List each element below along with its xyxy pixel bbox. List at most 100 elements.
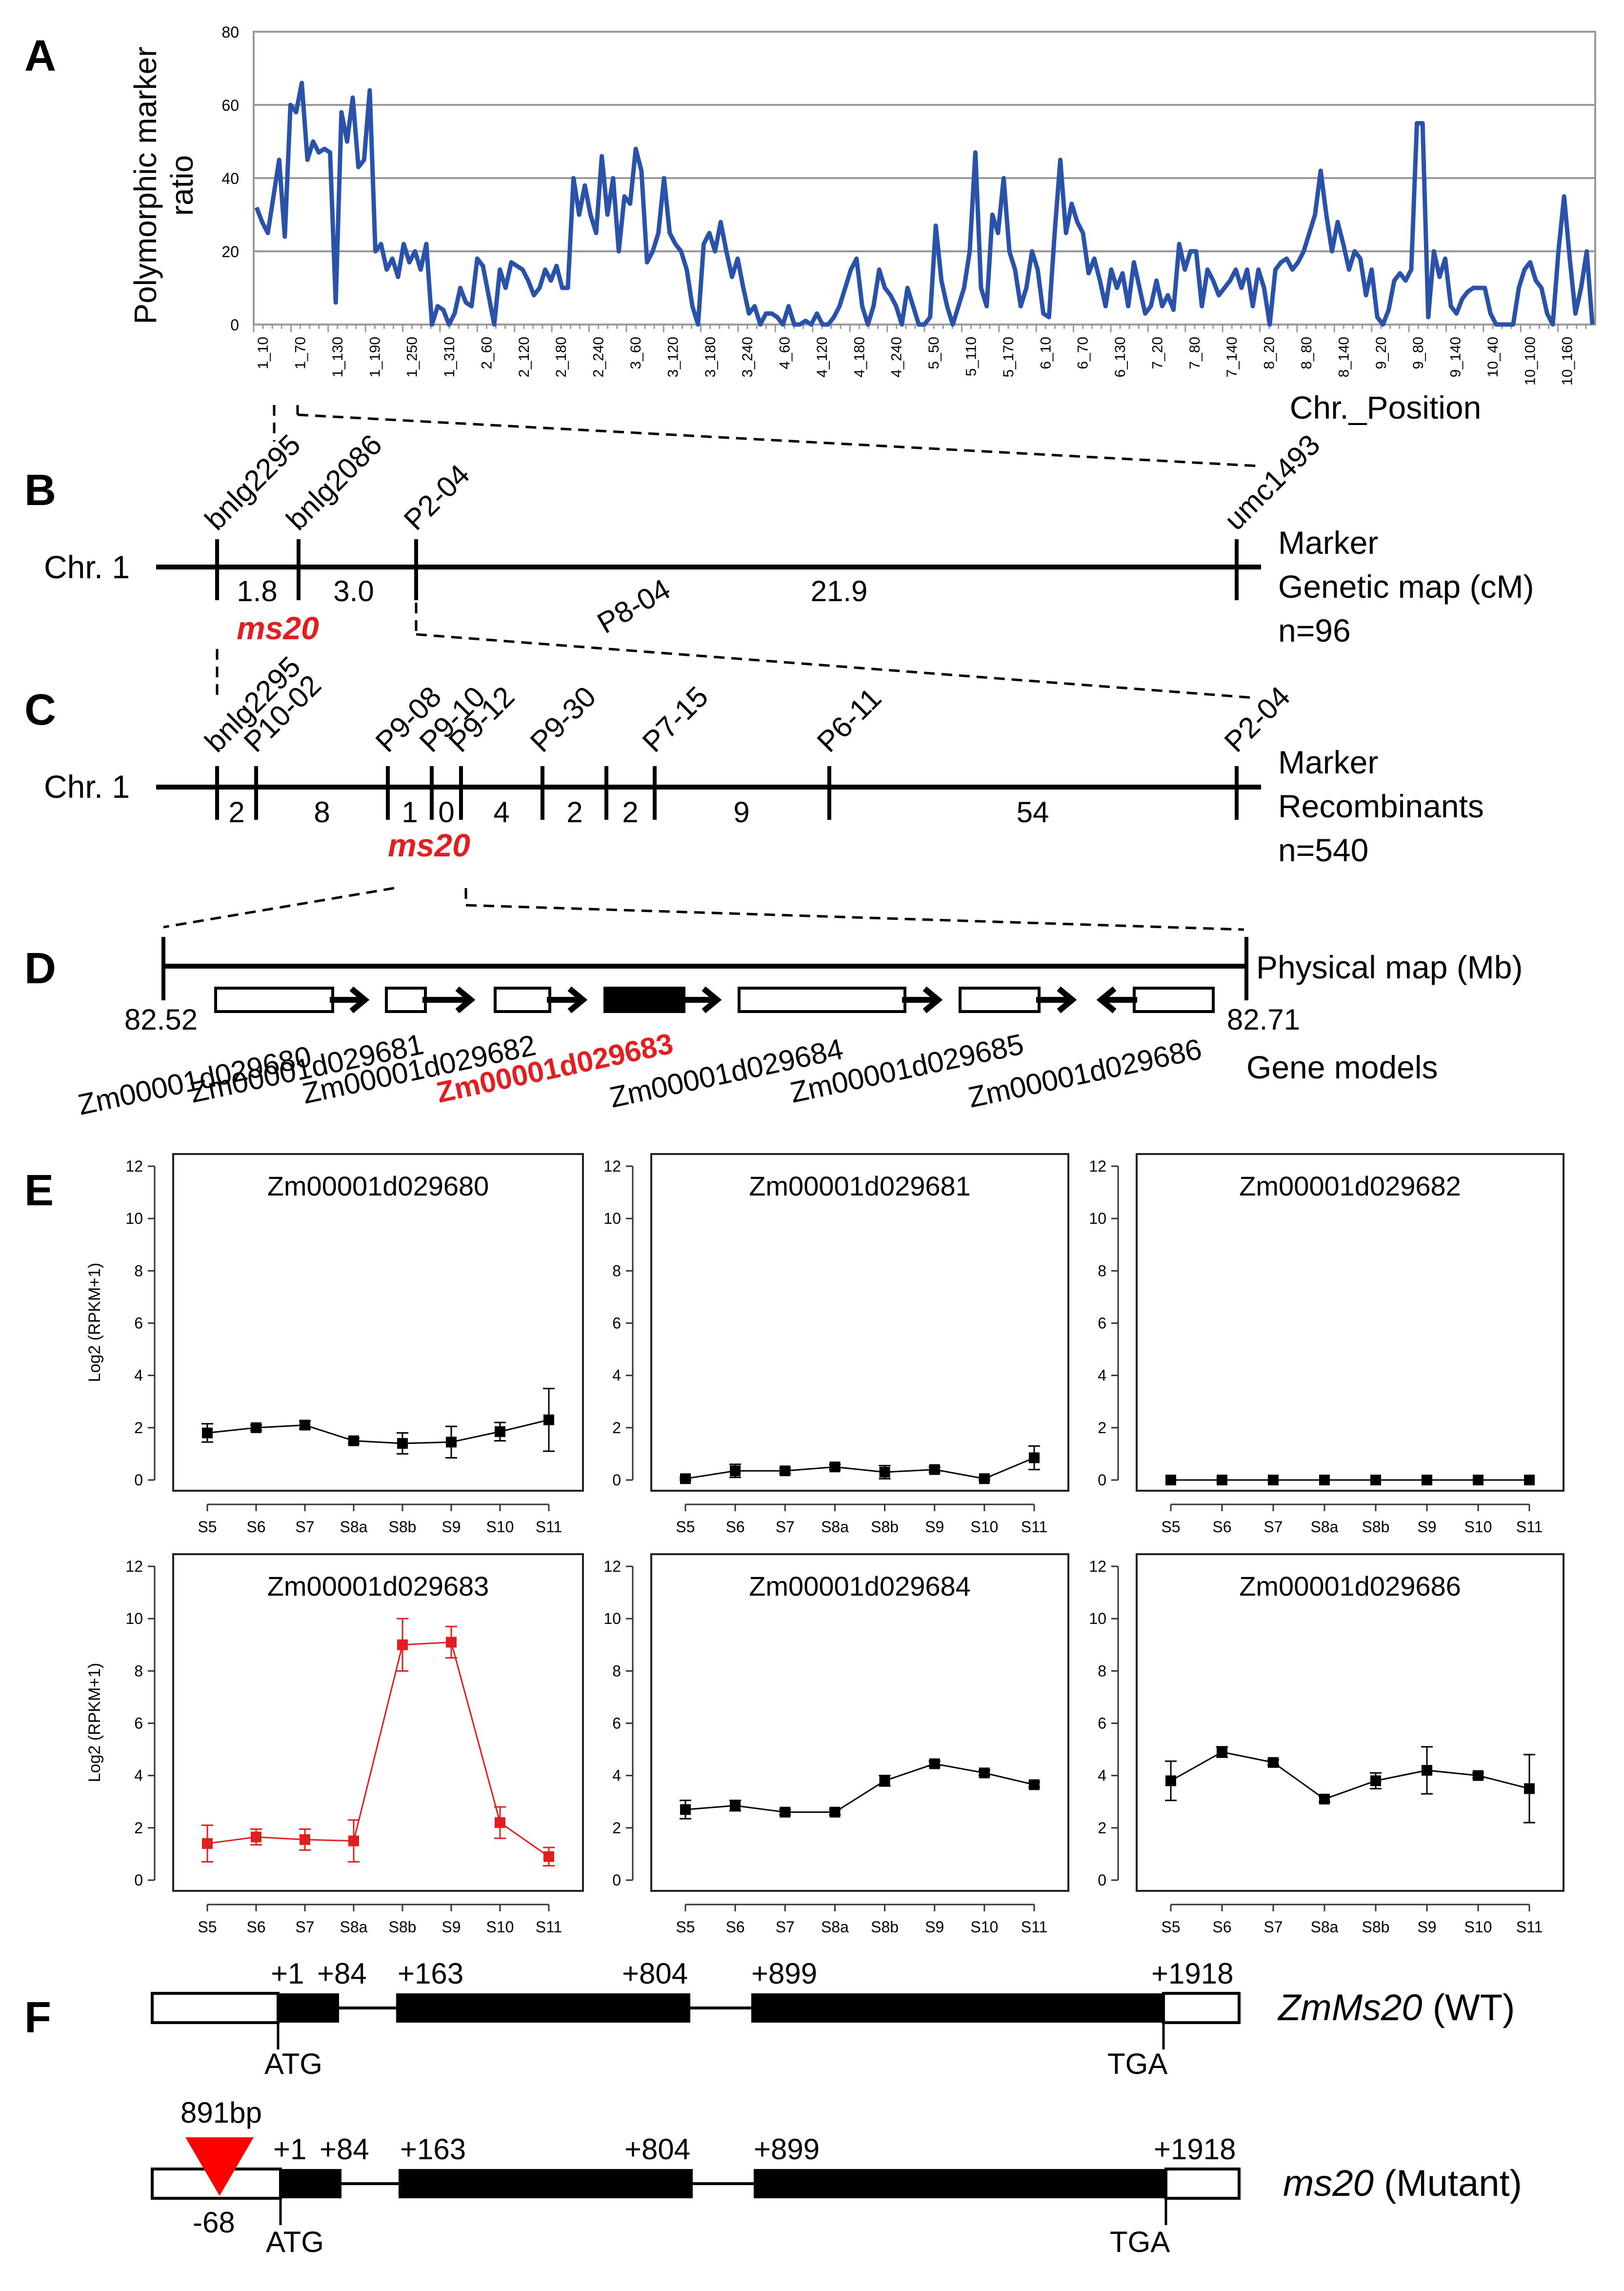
connector-a-b <box>273 405 1259 467</box>
expression-chart-Zm00001d029683: Zm00001d029683 0 2 4 6 8 10 12 Log2 (RPKM+1) S5 S6… <box>85 1553 584 1936</box>
x-tick-label: S11 <box>1021 1918 1048 1936</box>
y-tick-label: 8 <box>134 1262 143 1279</box>
data-point <box>829 1461 841 1473</box>
panel-letter-e: E <box>24 1166 54 1215</box>
series-line <box>685 1457 1035 1480</box>
data-point <box>202 1427 213 1439</box>
y-tick-label: 6 <box>612 1315 621 1332</box>
y-tick-label: 10 <box>125 1610 143 1627</box>
gene-box-681 <box>385 987 427 1013</box>
x-tick-label: 5_50 <box>926 337 942 369</box>
chart-frame <box>172 1153 584 1492</box>
y-tick-label: 2 <box>612 1419 621 1437</box>
x-tick-label: S8a <box>821 1918 849 1936</box>
y-tick-label: 80 <box>221 23 239 41</box>
data-point <box>879 1775 890 1786</box>
y-tick-label: 0 <box>1098 1871 1106 1889</box>
x-tick-label: S6 <box>1212 1918 1231 1936</box>
data-point <box>680 1804 691 1815</box>
mut-pos-84: +84 <box>320 2133 369 2166</box>
phys-legend: Physical map (Mb) <box>1256 949 1523 985</box>
wt-utr5 <box>151 1992 280 2024</box>
x-tick-label: S8b <box>1362 1918 1390 1936</box>
wt-pos-1918: +1918 <box>1151 1957 1234 1990</box>
legend-c-2: Recombinants <box>1278 788 1484 824</box>
chart-frame <box>172 1553 584 1892</box>
y-tick-label: 8 <box>612 1262 621 1279</box>
x-tick-label: 1_10 <box>255 337 271 369</box>
distance-1: 1.8 <box>237 575 277 608</box>
chart-title: Zm00001d029683 <box>267 1571 489 1602</box>
y-tick-label: 40 <box>221 170 239 187</box>
y-tick-label: 12 <box>125 1558 143 1575</box>
x-tick-label: S6 <box>726 1918 745 1936</box>
polymorphic-ratio-line <box>254 81 1595 327</box>
distance-2: 3.0 <box>333 575 374 608</box>
x-tick-label: S6 <box>1212 1518 1231 1536</box>
data-point <box>495 1426 505 1437</box>
wt-exon2 <box>396 1993 690 2023</box>
y-tick-label: 10 <box>125 1210 143 1227</box>
x-tick-label: S11 <box>536 1918 562 1936</box>
mut-exon2 <box>399 2169 693 2198</box>
data-point <box>780 1465 791 1477</box>
x-tick-label: S9 <box>925 1918 944 1936</box>
x-tick-label: 3_60 <box>628 337 644 369</box>
insertion-triangle <box>185 2137 254 2196</box>
y-tick-label: 60 <box>221 97 239 114</box>
y-tick-label: 12 <box>1089 1558 1106 1575</box>
mut-name: ms20 <box>1283 2163 1374 2204</box>
x-tick-label: S9 <box>1417 1518 1436 1536</box>
x-tick-label: S11 <box>536 1518 562 1536</box>
x-tick-label: 2_120 <box>516 337 532 377</box>
data-point <box>1473 1475 1484 1485</box>
data-point <box>1029 1779 1040 1790</box>
y-tick-label: 8 <box>134 1662 143 1680</box>
x-tick-label: S8a <box>340 1918 368 1936</box>
expression-chart-Zm00001d029681: Zm00001d029681 0 2 4 6 8 10 12 S5 S6 S7 S8a S8b S9 S10… <box>603 1153 1069 1536</box>
x-tick-label: 8_140 <box>1336 337 1352 377</box>
x-tick-label: 4_60 <box>777 337 793 369</box>
data-point <box>348 1835 359 1846</box>
x-tick-label: 6_10 <box>1038 337 1054 369</box>
x-tick-label: S7 <box>776 1518 795 1536</box>
x-tick-label: S6 <box>246 1518 265 1536</box>
mut-suffix: (Mutant) <box>1374 2163 1522 2204</box>
legend-b-1: Marker <box>1278 525 1378 561</box>
x-tick-label: S5 <box>198 1518 217 1536</box>
x-tick-label: 4_240 <box>889 337 905 377</box>
data-point <box>1165 1775 1176 1786</box>
x-tick-label: S10 <box>486 1918 514 1936</box>
x-tick-label: 8_80 <box>1299 337 1315 369</box>
data-point <box>780 1806 791 1818</box>
x-tick-label: 9_80 <box>1410 337 1426 369</box>
chart-frame <box>1136 1153 1564 1492</box>
chart-title: Zm00001d029681 <box>749 1171 971 1201</box>
data-point <box>202 1838 213 1849</box>
x-tick-label: 5_170 <box>1001 337 1017 377</box>
phys-start: 82.52 <box>124 1003 198 1036</box>
wt-exon3 <box>751 1993 1163 2023</box>
panel-letter-d: D <box>24 944 56 993</box>
x-tick-label: S8a <box>1311 1918 1339 1936</box>
x-tick-label: 4_120 <box>814 337 830 377</box>
gene-box-686 <box>1133 987 1215 1013</box>
x-tick-label: 10_40 <box>1485 337 1501 377</box>
y-tick-label: 12 <box>603 1558 621 1575</box>
mut-atg: ATG <box>266 2226 324 2258</box>
y-tick-label: 10 <box>1089 1610 1106 1627</box>
y-tick-label: 4 <box>134 1767 143 1784</box>
x-tick-label: 4_180 <box>851 337 867 377</box>
chart-frame <box>1136 1553 1564 1892</box>
panel-letter-a: A <box>24 32 56 81</box>
recombinant-count: 0 <box>438 796 454 829</box>
x-tick-label: 1_190 <box>367 337 383 377</box>
y-tick-label: 0 <box>230 316 239 334</box>
chr-label-b: Chr. 1 <box>44 549 130 585</box>
chart-title: Zm00001d029684 <box>749 1571 971 1602</box>
x-tick-label: S9 <box>925 1518 944 1536</box>
data-point <box>730 1465 741 1477</box>
data-point <box>829 1806 841 1818</box>
mut-pos-804: +804 <box>624 2133 690 2166</box>
recombinant-count: 8 <box>314 796 330 829</box>
